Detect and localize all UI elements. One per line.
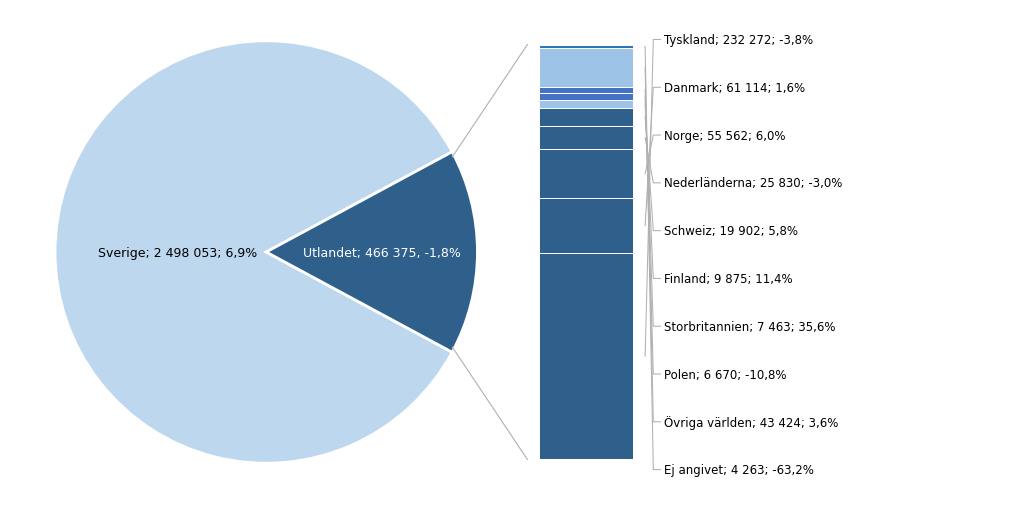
Bar [539, 149, 633, 199]
Text: Nederländerna; 25 830; -3,0%: Nederländerna; 25 830; -3,0% [664, 177, 842, 190]
Wedge shape [266, 153, 477, 352]
Text: Norge; 55 562; 6,0%: Norge; 55 562; 6,0% [664, 129, 785, 142]
Wedge shape [55, 42, 453, 463]
Text: Schweiz; 19 902; 5,8%: Schweiz; 19 902; 5,8% [664, 225, 798, 238]
Bar [539, 94, 633, 100]
Text: Finland; 9 875; 11,4%: Finland; 9 875; 11,4% [664, 272, 793, 285]
Bar [539, 109, 633, 127]
Bar [539, 49, 633, 88]
Text: Storbritannien; 7 463; 35,6%: Storbritannien; 7 463; 35,6% [664, 320, 835, 333]
Bar [539, 88, 633, 94]
Text: Polen; 6 670; -10,8%: Polen; 6 670; -10,8% [664, 368, 786, 381]
Text: Sverige; 2 498 053; 6,9%: Sverige; 2 498 053; 6,9% [98, 246, 257, 259]
Text: Övriga världen; 43 424; 3,6%: Övriga världen; 43 424; 3,6% [664, 415, 838, 429]
Bar [539, 127, 633, 149]
Bar [539, 199, 633, 254]
Bar [539, 254, 633, 460]
Text: Utlandet; 466 375, -1,8%: Utlandet; 466 375, -1,8% [303, 246, 462, 259]
Bar [539, 100, 633, 109]
Bar [539, 45, 633, 49]
Text: Danmark; 61 114; 1,6%: Danmark; 61 114; 1,6% [664, 82, 805, 94]
Text: Tyskland; 232 272; -3,8%: Tyskland; 232 272; -3,8% [664, 34, 813, 47]
Text: Ej angivet; 4 263; -63,2%: Ej angivet; 4 263; -63,2% [664, 463, 813, 476]
